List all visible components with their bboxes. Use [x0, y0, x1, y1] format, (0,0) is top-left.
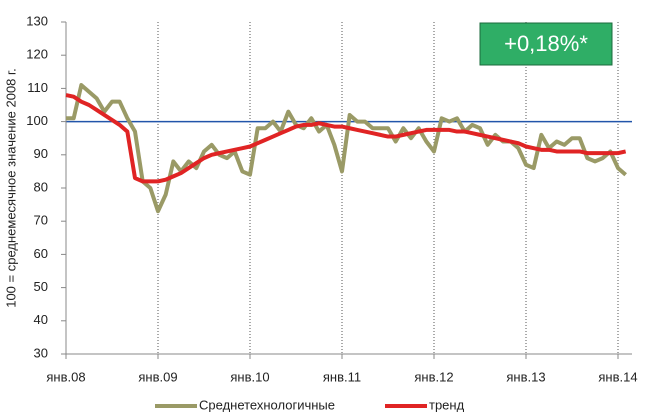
legend-label: тренд [429, 397, 465, 412]
x-tick-label: янв.12 [414, 369, 453, 384]
legend-label: Среднетехнологичные [199, 397, 335, 412]
y-tick-label: 60 [34, 246, 48, 261]
y-tick-label: 120 [26, 47, 48, 62]
annotation-box [479, 22, 613, 66]
x-tick-label: янв.13 [506, 369, 545, 384]
x-tick-label: янв.09 [138, 369, 177, 384]
y-tick-label: 70 [34, 213, 48, 228]
series-line [65, 93, 627, 184]
x-tick-label: янв.14 [598, 369, 637, 384]
y-tick-label: 130 [26, 13, 48, 28]
y-tick-label: 30 [34, 345, 48, 360]
x-tick-label: янв.08 [46, 369, 85, 384]
y-tick-label: 90 [34, 146, 48, 161]
x-tick-label: янв.10 [230, 369, 269, 384]
y-tick-label: 110 [27, 80, 48, 95]
y-tick-label: 80 [34, 179, 48, 194]
y-axis-label: 100 = среднемесячное значение 2008 г. [3, 68, 18, 308]
y-tick-label: 100 [26, 113, 48, 128]
x-tick-label: янв.11 [323, 369, 361, 384]
y-tick-label: 40 [34, 312, 48, 327]
series-line [66, 83, 627, 214]
y-tick-label: 50 [34, 279, 48, 294]
annotation: +0,18%* [504, 31, 588, 56]
